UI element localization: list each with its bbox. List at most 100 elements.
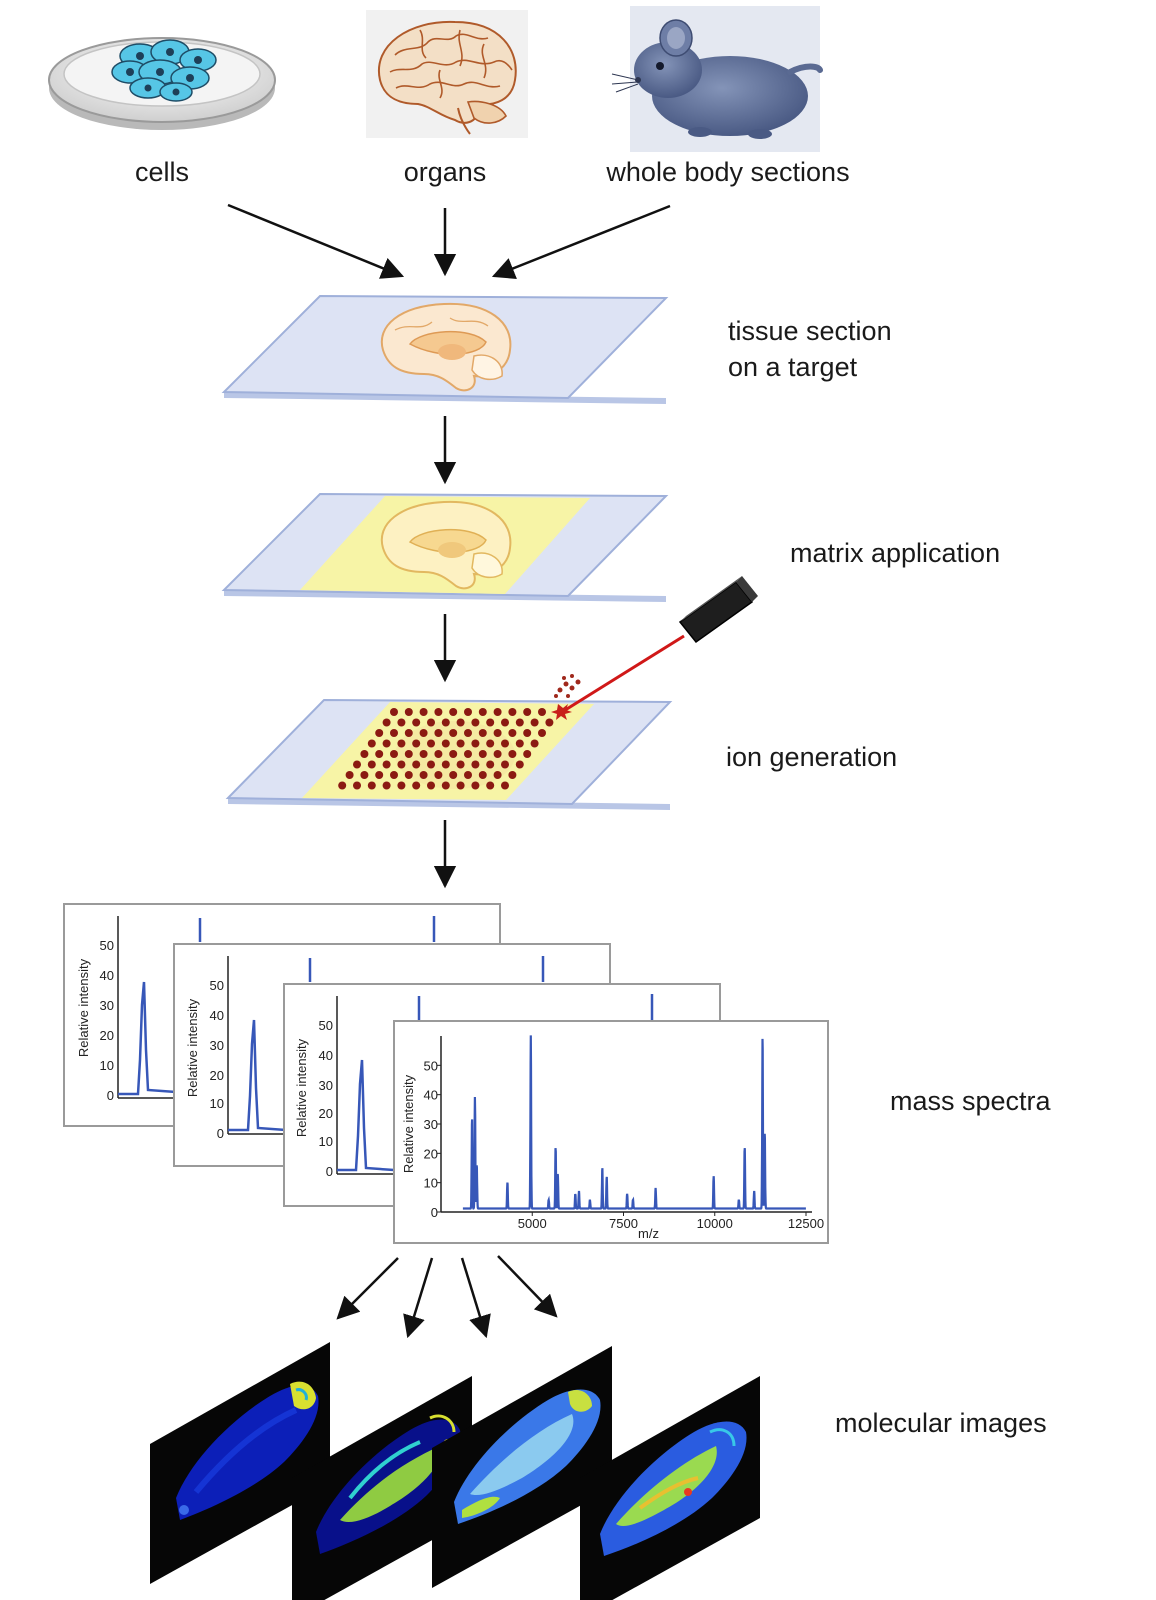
- matrix-droplet: [456, 760, 465, 769]
- matrix-droplet: [508, 729, 517, 737]
- whole-body-sections-label: whole body sections: [605, 157, 849, 187]
- matrix-droplet: [523, 750, 532, 758]
- matrix-droplet: [464, 729, 472, 737]
- matrix-droplet: [390, 729, 398, 737]
- mass-spectra-stack: 50 40 30 20 10 0 Relative intensity 50 4…: [63, 903, 829, 1244]
- matrix-droplet: [338, 781, 347, 790]
- y-tick-label: 0: [431, 1205, 438, 1220]
- matrix-droplet: [538, 708, 546, 716]
- matrix-droplet: [397, 760, 406, 769]
- matrix-droplet: [404, 750, 413, 758]
- molecular-image-2: [292, 1376, 472, 1600]
- matrix-droplet: [419, 708, 428, 716]
- matrix-droplet: [538, 729, 546, 737]
- matrix-application-slide: [221, 492, 669, 602]
- y-tick-label: 20: [424, 1146, 438, 1161]
- ion-generation-label: ion generation: [726, 742, 897, 772]
- x-tick-label: 7500: [609, 1216, 638, 1231]
- svg-text:Relative intensity: Relative intensity: [76, 958, 91, 1057]
- x-tick-label: 10000: [697, 1216, 733, 1231]
- spectrum-panel-front: 0 10 20 30 40 50 5000 7500 10000 12500 Relative i…: [393, 1020, 829, 1244]
- svg-text:20: 20: [319, 1106, 333, 1121]
- svg-text:0: 0: [326, 1164, 333, 1179]
- matrix-droplet: [545, 718, 554, 727]
- matrix-droplet: [486, 739, 495, 748]
- matrix-droplet: [404, 708, 413, 716]
- matrix-droplet: [501, 739, 509, 748]
- matrix-droplet: [493, 750, 502, 758]
- y-tick-label: 30: [424, 1117, 438, 1132]
- matrix-droplet: [441, 760, 450, 769]
- arrow-spectra-to-image-4: [497, 1255, 558, 1318]
- matrix-droplet: [449, 708, 458, 716]
- matrix-droplet: [486, 781, 495, 790]
- matrix-droplet: [419, 729, 428, 737]
- svg-text:40: 40: [100, 968, 114, 983]
- matrix-droplet: [478, 750, 487, 758]
- spectrum-trace: [462, 1035, 806, 1210]
- matrix-droplet: [390, 771, 398, 779]
- matrix-droplet: [434, 708, 443, 716]
- arrow-spectra-to-image-1: [336, 1257, 399, 1320]
- matrix-droplet: [478, 771, 487, 779]
- arrow-cells-to-section: [227, 203, 405, 279]
- arrow-spectra-to-image-2: [403, 1257, 434, 1339]
- matrix-droplet: [367, 781, 376, 790]
- matrix-droplet: [464, 708, 472, 716]
- svg-text:10: 10: [100, 1058, 114, 1073]
- matrix-droplet: [478, 729, 487, 737]
- svg-text:50: 50: [319, 1018, 333, 1033]
- matrix-droplet: [449, 750, 458, 758]
- matrix-droplet: [493, 729, 502, 737]
- matrix-droplet: [375, 750, 384, 758]
- molecular-images-label: molecular images: [835, 1408, 1047, 1438]
- matrix-droplet: [360, 771, 369, 779]
- laser-beam: [561, 634, 685, 714]
- matrix-droplet: [456, 781, 465, 790]
- matrix-application-label: matrix application: [790, 538, 1000, 568]
- x-tick-label: 12500: [788, 1216, 824, 1231]
- desorbed-ions-plume: [554, 674, 581, 698]
- matrix-droplet: [501, 760, 509, 769]
- svg-text:Relative intensity: Relative intensity: [294, 1038, 309, 1137]
- y-tick-label: 50: [424, 1058, 438, 1073]
- matrix-droplet: [412, 739, 421, 748]
- svg-text:10: 10: [210, 1096, 224, 1111]
- matrix-droplet: [382, 781, 391, 790]
- matrix-droplet: [508, 750, 517, 758]
- matrix-droplet: [375, 771, 384, 779]
- matrix-droplet: [501, 781, 509, 790]
- matrix-droplet: [441, 718, 450, 727]
- matrix-droplet: [515, 739, 524, 748]
- matrix-droplet: [375, 729, 384, 737]
- svg-text:20: 20: [100, 1028, 114, 1043]
- svg-text:20: 20: [210, 1068, 224, 1083]
- matrix-droplet: [523, 708, 532, 716]
- svg-text:40: 40: [319, 1048, 333, 1063]
- matrix-droplet: [515, 760, 524, 769]
- matrix-droplet: [471, 739, 480, 748]
- svg-text:30: 30: [319, 1078, 333, 1093]
- matrix-droplet: [427, 739, 435, 748]
- y-axis-label: Relative intensity: [401, 1074, 416, 1173]
- svg-text:30: 30: [210, 1038, 224, 1053]
- matrix-droplet: [486, 760, 495, 769]
- svg-text:10: 10: [319, 1134, 333, 1149]
- matrix-droplet: [515, 718, 524, 727]
- spectrum-axes: 0 10 20 30 40 50 5000 7500 10000 12500: [424, 1036, 824, 1231]
- mouse-whole-body-icon: [611, 6, 823, 152]
- matrix-droplet: [486, 718, 495, 727]
- matrix-droplet: [434, 729, 443, 737]
- matrix-droplet: [412, 760, 421, 769]
- matrix-droplet: [471, 781, 480, 790]
- arrow-body-to-section: [491, 204, 671, 279]
- laser-source-icon: [678, 576, 758, 644]
- molecular-image-1: [150, 1342, 330, 1584]
- matrix-droplet: [427, 781, 435, 790]
- matrix-droplet: [441, 739, 450, 748]
- cells-label: cells: [135, 157, 189, 187]
- matrix-droplet: [456, 739, 465, 748]
- svg-text:0: 0: [107, 1088, 114, 1103]
- matrix-droplet: [501, 718, 509, 727]
